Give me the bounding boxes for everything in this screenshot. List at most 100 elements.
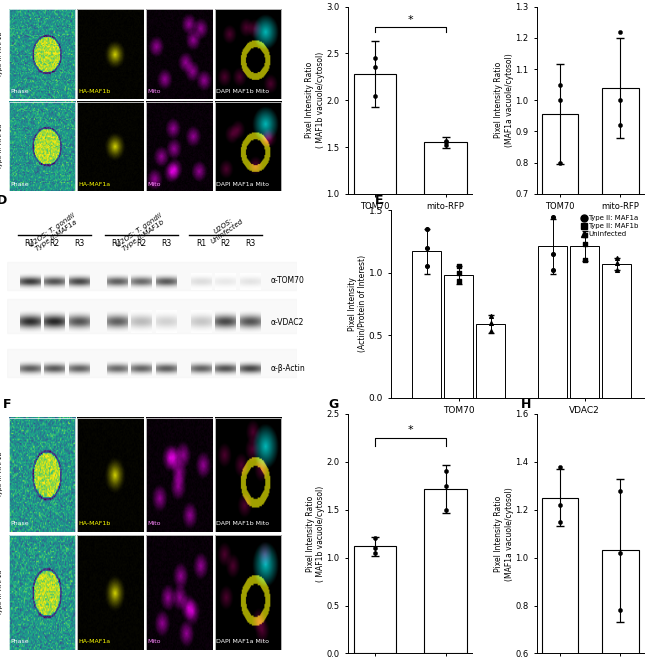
Point: [440, 504, 450, 515]
Point: [440, 466, 450, 477]
Bar: [146, 102, 213, 191]
Text: DAPI MAF1a Mito: DAPI MAF1a Mito: [216, 182, 269, 187]
Text: U2OS:
Uninfected: U2OS: Uninfected: [206, 212, 245, 245]
Bar: [603, 88, 639, 412]
Point: [554, 95, 565, 106]
Bar: [444, 275, 473, 397]
Text: Phase: Phase: [10, 182, 29, 187]
Bar: [77, 535, 144, 650]
Bar: [77, 9, 144, 99]
Point: [612, 257, 622, 268]
Bar: [146, 535, 213, 650]
Bar: [77, 102, 144, 191]
Point: [554, 516, 565, 527]
Point: [616, 605, 626, 616]
Point: [370, 62, 380, 73]
Y-axis label: Pixel Intensity Ratio
( MAF1b vacuole/cytosol): Pixel Intensity Ratio ( MAF1b vacuole/cy…: [306, 52, 325, 148]
Bar: [214, 9, 281, 99]
Point: [616, 485, 626, 496]
Bar: [77, 418, 144, 532]
Point: [454, 267, 464, 278]
Text: D: D: [0, 194, 7, 207]
Bar: [146, 9, 213, 99]
Bar: [603, 550, 639, 660]
Text: R3: R3: [161, 240, 171, 248]
Point: [612, 265, 622, 275]
Point: [440, 135, 450, 146]
Point: [370, 548, 380, 558]
Bar: [6, 299, 296, 333]
Text: Mito: Mito: [148, 639, 161, 644]
Text: DAPI MAF1b Mito: DAPI MAF1b Mito: [216, 521, 269, 526]
Text: Mito: Mito: [148, 521, 161, 526]
Bar: [146, 418, 213, 532]
Text: R2: R2: [220, 240, 231, 248]
Point: [616, 120, 626, 131]
Text: U2OS: T. gondii
Type II:MAF1a: U2OS: T. gondii Type II:MAF1a: [29, 212, 80, 253]
Bar: [8, 9, 75, 99]
Bar: [424, 143, 467, 288]
Text: E: E: [375, 194, 383, 207]
Text: α-β-Actin: α-β-Actin: [270, 364, 306, 373]
Bar: [541, 498, 578, 660]
Text: *: *: [408, 425, 413, 435]
Text: α-TOM70: α-TOM70: [270, 276, 304, 285]
Text: Mito: Mito: [148, 89, 161, 94]
Text: H: H: [521, 397, 531, 411]
Text: DAPI MAF1b Mito: DAPI MAF1b Mito: [216, 89, 269, 94]
Y-axis label: Pixel Intensity
(Actin/Protein of Interest): Pixel Intensity (Actin/Protein of Intere…: [348, 255, 367, 352]
Point: [454, 276, 464, 286]
Bar: [541, 114, 578, 412]
Text: Phase: Phase: [10, 521, 29, 526]
Bar: [476, 324, 505, 397]
Text: R2: R2: [49, 240, 59, 248]
Text: Phase: Phase: [10, 89, 29, 94]
Point: [454, 261, 464, 272]
Point: [421, 224, 432, 234]
Text: B: B: [328, 0, 338, 3]
Y-axis label: Pixel Intensity Ratio
(MAF1a vacuole/cytosol): Pixel Intensity Ratio (MAF1a vacuole/cyt…: [495, 487, 514, 581]
Bar: [8, 102, 75, 191]
Point: [440, 480, 450, 491]
Bar: [424, 488, 467, 653]
Point: [486, 311, 496, 321]
Point: [612, 252, 622, 263]
Point: [421, 242, 432, 253]
Bar: [602, 264, 631, 397]
Point: [547, 249, 558, 259]
Text: HA-MAF1b: HA-MAF1b: [79, 521, 111, 526]
Bar: [8, 535, 75, 650]
Point: [421, 261, 432, 272]
Bar: [6, 349, 296, 377]
Y-axis label: Pixel Intensity Ratio
(MAF1a vacuole/cytosol): Pixel Intensity Ratio (MAF1a vacuole/cyt…: [495, 53, 514, 147]
Text: R2: R2: [136, 240, 146, 248]
Y-axis label: Pixel Intensity Ratio
( MAF1b vacuole/cytosol): Pixel Intensity Ratio ( MAF1b vacuole/cy…: [306, 486, 325, 581]
Text: DAPI MAF1a Mito: DAPI MAF1a Mito: [216, 639, 269, 644]
Bar: [570, 246, 599, 397]
Text: F: F: [3, 397, 12, 411]
Point: [554, 461, 565, 472]
Point: [440, 137, 450, 148]
Point: [616, 95, 626, 106]
Text: U2OS: T. gondii
Type II:MAF1b: U2OS: T. gondii Type II:MAF1b: [116, 212, 167, 253]
Bar: [8, 418, 75, 532]
Point: [580, 239, 590, 249]
Text: Type II: MAF1b: Type II: MAF1b: [0, 32, 3, 77]
Bar: [214, 535, 281, 650]
Bar: [412, 251, 441, 397]
Text: α-VDAC2: α-VDAC2: [270, 318, 304, 327]
Point: [547, 211, 558, 222]
Text: HA-MAF1a: HA-MAF1a: [79, 182, 110, 187]
Text: HA-MAF1a: HA-MAF1a: [79, 639, 110, 644]
Point: [440, 140, 450, 150]
Point: [370, 90, 380, 101]
Point: [370, 533, 380, 544]
Text: *: *: [408, 15, 413, 25]
Point: [616, 26, 626, 37]
Text: R3: R3: [245, 240, 255, 248]
Text: Phase: Phase: [10, 639, 29, 644]
Point: [580, 255, 590, 265]
Text: R1: R1: [25, 240, 34, 248]
Point: [616, 548, 626, 558]
Text: R1: R1: [196, 240, 206, 248]
